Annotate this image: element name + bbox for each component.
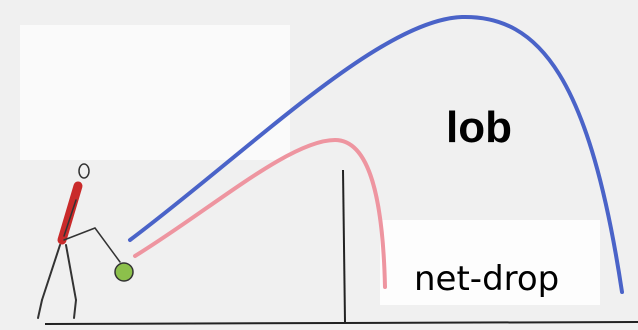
background-patch [20, 25, 290, 160]
lob-label: lob [446, 103, 512, 152]
diagram: lob net-drop [0, 0, 638, 330]
racket-head [115, 263, 133, 281]
page: lob net-drop (() => { const data = JSON.… [0, 0, 638, 330]
net-drop-label: net-drop [414, 259, 559, 299]
